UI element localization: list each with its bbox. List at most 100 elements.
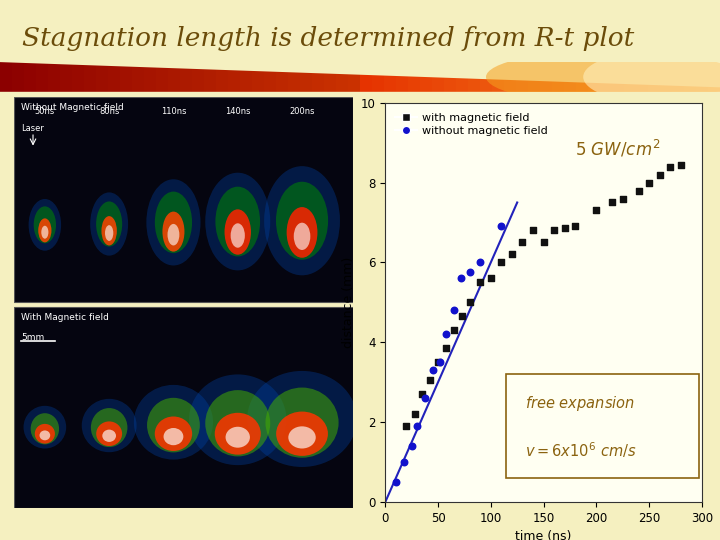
Polygon shape (576, 82, 588, 92)
Text: 80ns: 80ns (99, 107, 120, 117)
Ellipse shape (24, 406, 66, 449)
Ellipse shape (90, 192, 128, 255)
Ellipse shape (155, 192, 192, 253)
Polygon shape (696, 86, 708, 92)
Point (448, 306, 459, 315)
Ellipse shape (134, 385, 213, 460)
Ellipse shape (38, 218, 51, 242)
Ellipse shape (147, 398, 200, 453)
Polygon shape (240, 71, 252, 92)
Point (570, 222, 581, 231)
Point (675, 160, 687, 169)
Text: With Magnetic field: With Magnetic field (21, 313, 109, 322)
Ellipse shape (168, 224, 179, 246)
Polygon shape (252, 71, 264, 92)
Ellipse shape (294, 222, 310, 250)
Ellipse shape (35, 424, 55, 443)
X-axis label: time (ns): time (ns) (516, 530, 572, 540)
Ellipse shape (91, 408, 127, 447)
Point (617, 194, 629, 203)
Polygon shape (84, 65, 96, 92)
Text: 110ns: 110ns (161, 107, 186, 117)
Text: $\it{5\ GW/cm^2}$: $\it{5\ GW/cm^2}$ (575, 139, 660, 160)
Point (434, 358, 446, 367)
Polygon shape (96, 65, 108, 92)
Ellipse shape (215, 187, 260, 256)
Text: $\it{free\ expansion}$: $\it{free\ expansion}$ (525, 394, 634, 413)
Polygon shape (468, 78, 480, 92)
Polygon shape (336, 74, 348, 92)
Polygon shape (396, 76, 408, 92)
Ellipse shape (288, 427, 316, 449)
Polygon shape (204, 69, 216, 92)
Polygon shape (612, 84, 624, 92)
Ellipse shape (163, 212, 184, 252)
Polygon shape (276, 72, 288, 92)
Point (606, 198, 618, 207)
Ellipse shape (583, 50, 720, 104)
Polygon shape (216, 70, 228, 92)
Polygon shape (684, 86, 696, 92)
Polygon shape (636, 84, 648, 92)
Point (448, 326, 459, 335)
Ellipse shape (29, 199, 61, 251)
Polygon shape (168, 68, 180, 92)
Polygon shape (648, 85, 660, 92)
Point (416, 390, 428, 399)
Point (400, 422, 412, 430)
Ellipse shape (225, 427, 250, 448)
Polygon shape (48, 64, 60, 92)
Polygon shape (624, 84, 636, 92)
Legend: with magnetic field, without magnetic field: with magnetic field, without magnetic fi… (391, 108, 552, 140)
Point (485, 274, 497, 283)
Polygon shape (120, 66, 132, 92)
Point (441, 330, 452, 339)
Polygon shape (528, 80, 540, 92)
Polygon shape (504, 80, 516, 92)
Ellipse shape (276, 411, 328, 456)
Polygon shape (540, 81, 552, 92)
Polygon shape (432, 77, 444, 92)
Polygon shape (708, 87, 720, 92)
Polygon shape (492, 79, 504, 92)
Ellipse shape (102, 430, 116, 442)
Polygon shape (24, 63, 36, 92)
Polygon shape (516, 80, 528, 92)
Point (474, 258, 486, 267)
Point (549, 226, 560, 235)
Text: 200ns: 200ns (289, 107, 315, 117)
Point (644, 178, 655, 187)
Ellipse shape (146, 179, 200, 266)
Polygon shape (312, 73, 324, 92)
Polygon shape (12, 63, 24, 92)
Polygon shape (72, 65, 84, 92)
Polygon shape (588, 83, 600, 92)
Ellipse shape (215, 413, 261, 455)
Polygon shape (60, 64, 72, 92)
Text: 5mm: 5mm (21, 333, 45, 342)
Point (409, 410, 420, 418)
Ellipse shape (247, 371, 357, 467)
Point (411, 422, 423, 430)
Point (424, 376, 436, 384)
Polygon shape (180, 69, 192, 92)
Ellipse shape (96, 421, 122, 446)
Polygon shape (420, 77, 432, 92)
Point (406, 442, 418, 450)
Polygon shape (444, 78, 456, 92)
Point (527, 226, 539, 235)
Point (474, 278, 486, 287)
Polygon shape (552, 82, 564, 92)
Polygon shape (228, 70, 240, 92)
Ellipse shape (41, 226, 48, 239)
Polygon shape (360, 75, 372, 92)
Point (517, 238, 528, 247)
Point (398, 458, 410, 467)
Ellipse shape (276, 182, 328, 260)
Ellipse shape (266, 388, 338, 458)
Polygon shape (132, 67, 144, 92)
Text: Laser: Laser (21, 124, 44, 133)
Polygon shape (672, 86, 684, 92)
Ellipse shape (205, 390, 270, 456)
Y-axis label: distance (mm): distance (mm) (342, 257, 355, 348)
